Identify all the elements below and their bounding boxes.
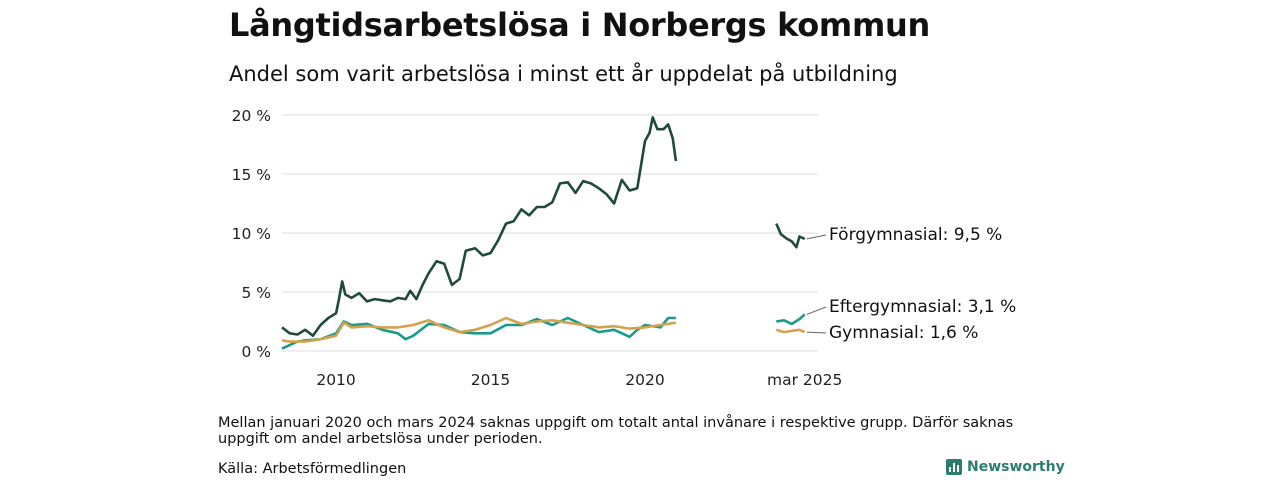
- series-line-forgymnasial: [281, 116, 678, 337]
- gridlines: [282, 114, 818, 352]
- y-tick-label: 15 %: [232, 166, 271, 184]
- bar-chart-icon: [946, 459, 962, 475]
- series-line-eftergymnasial: [281, 316, 676, 350]
- series-line-gymnasial: [775, 328, 806, 334]
- series-end-labels: Förgymnasial: 9,5 % Eftergymnasial: 3,1 %…: [806, 225, 1016, 343]
- series-end-label: Förgymnasial: 9,5 %: [829, 225, 1002, 245]
- x-axis-ticks: 2010 2015 2020 mar 2025: [316, 371, 842, 389]
- brand-name: Newsworthy: [967, 459, 1065, 475]
- series-end-label: Gymnasial: 1,6 %: [829, 323, 978, 343]
- chart-title: Långtidsarbetslösa i Norbergs kommun: [229, 6, 930, 44]
- label-connector: [806, 234, 827, 240]
- y-tick-label: 10 %: [232, 225, 271, 243]
- series-end-label: Eftergymnasial: 3,1 %: [829, 297, 1016, 317]
- series-lines: [281, 116, 806, 350]
- x-tick-label: 2015: [471, 371, 510, 389]
- y-tick-label: 20 %: [232, 107, 271, 125]
- chart-subtitle: Andel som varit arbetslösa i minst ett å…: [229, 62, 898, 86]
- x-tick-label: 2020: [625, 371, 664, 389]
- label-connector: [806, 331, 827, 334]
- series-line-gymnasial: [281, 316, 677, 343]
- label-connector: [806, 306, 827, 315]
- series-line-forgymnasial: [775, 223, 806, 249]
- y-axis-ticks: 0 % 5 % 10 % 15 % 20 %: [232, 107, 271, 361]
- y-tick-label: 5 %: [241, 284, 271, 302]
- y-tick-label: 0 %: [241, 343, 271, 361]
- x-tick-label: 2010: [316, 371, 355, 389]
- footnote: Mellan januari 2020 och mars 2024 saknas…: [218, 415, 1014, 447]
- series-line-eftergymnasial: [776, 313, 806, 326]
- source-credit: Källa: Arbetsförmedlingen: [218, 461, 407, 477]
- newsworthy-logo[interactable]: Newsworthy: [946, 459, 1065, 475]
- x-tick-label: mar 2025: [767, 371, 842, 389]
